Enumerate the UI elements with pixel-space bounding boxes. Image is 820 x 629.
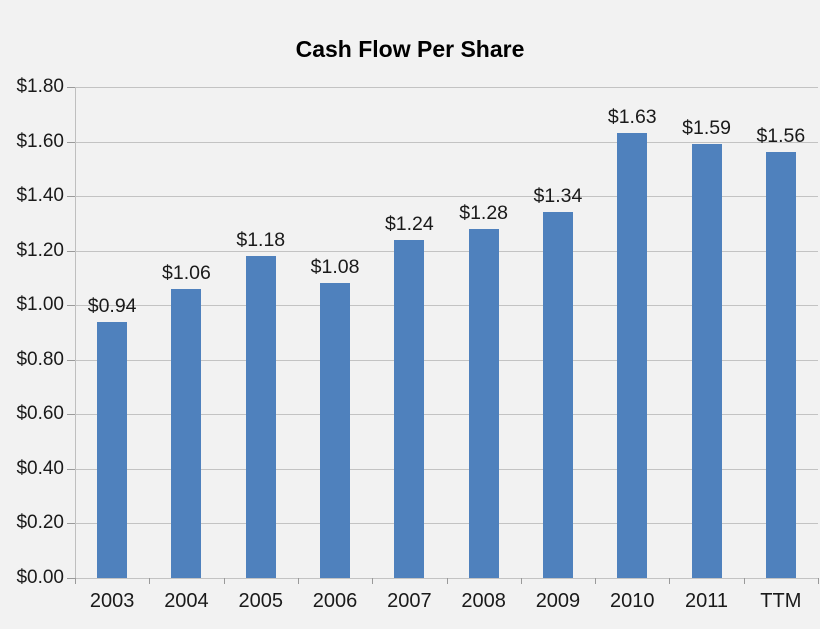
y-axis-label: $1.40: [16, 185, 64, 207]
y-axis-label: $0.20: [16, 512, 64, 534]
x-axis-label-2007: 2007: [387, 590, 432, 612]
bar-TTM: [765, 152, 796, 578]
bar-2004: [171, 288, 202, 578]
y-axis-tick: [67, 523, 75, 525]
y-axis-tick: [67, 414, 75, 416]
bar-value-label-2003: $0.94: [87, 294, 137, 317]
x-axis-tick: [223, 578, 225, 584]
gridline-$0.60: [75, 414, 818, 416]
bar-2010: [617, 133, 648, 578]
y-axis-tick: [67, 196, 75, 198]
bar-value-label-2008: $1.28: [459, 201, 509, 224]
x-axis-tick: [149, 578, 151, 584]
bar-2005: [245, 256, 276, 578]
y-axis-tick: [67, 468, 75, 470]
x-axis-tick: [520, 578, 522, 584]
y-axis-label: $1.20: [16, 239, 64, 261]
y-axis-tick: [67, 578, 75, 579]
y-axis-tick: [67, 305, 75, 307]
bar-value-label-2007: $1.24: [384, 212, 434, 235]
bar-2011: [691, 144, 722, 578]
gridline-$1.40: [75, 196, 818, 198]
x-axis-tick: [297, 578, 299, 584]
y-axis-tick: [67, 359, 75, 361]
x-axis-tick: [669, 578, 671, 584]
x-axis-label-2005: 2005: [238, 590, 284, 612]
y-axis-tick: [67, 141, 75, 143]
gridline-$1.00: [75, 305, 818, 307]
chart-title: Cash Flow Per Share: [295, 36, 525, 62]
y-axis-label: $0.80: [16, 348, 64, 370]
y-axis-label: $1.00: [16, 294, 64, 316]
y-axis-line: [75, 87, 76, 583]
bar-2007: [394, 239, 425, 578]
x-axis-tick: [595, 578, 597, 584]
bar-2009: [542, 212, 573, 578]
x-axis-tick: [743, 578, 745, 584]
bar-value-label-TTM: $1.56: [756, 125, 806, 148]
bar-2003: [97, 321, 128, 578]
plot-area: $0.94 $1.06 $1.18 $1.08 $1.24 $1.28 $1.34 $1.63…: [75, 87, 818, 579]
gridline-$1.20: [75, 250, 818, 252]
y-axis-tick: [67, 250, 75, 252]
x-axis-label-2004: 2004: [164, 590, 209, 612]
bar-value-label-2009: $1.34: [533, 185, 583, 208]
y-axis-label: $1.60: [16, 130, 64, 152]
x-axis-tick: [818, 578, 819, 584]
y-axis-label: $0.40: [16, 457, 64, 479]
x-axis-tick: [75, 578, 76, 584]
y-axis-label: $0.00: [16, 567, 64, 588]
x-axis-label-2003: 2003: [89, 590, 135, 612]
bar-2006: [320, 283, 351, 578]
x-axis-tick: [446, 578, 448, 584]
bar-value-label-2010: $1.63: [607, 106, 657, 129]
x-axis-label-2006: 2006: [312, 590, 358, 612]
bar-value-label-2004: $1.06: [162, 261, 211, 284]
bar-value-label-2006: $1.08: [310, 256, 360, 279]
gridline-$1.80: [75, 87, 818, 88]
gridline-$0.20: [75, 523, 818, 525]
x-axis-label-2011: 2011: [685, 590, 729, 612]
gridline-$0.80: [75, 359, 818, 361]
bar-value-label-2005: $1.18: [236, 229, 286, 252]
gridline-$0.40: [75, 468, 818, 470]
y-axis-label: $1.80: [16, 76, 64, 97]
x-axis-label-TTM: TTM: [760, 590, 802, 612]
x-axis-label-2010: 2010: [610, 590, 655, 612]
x-axis-label-2008: 2008: [461, 590, 506, 612]
y-axis-label: $0.60: [16, 403, 64, 425]
x-axis-label-2009: 2009: [535, 590, 581, 612]
bar-value-label-2011: $1.59: [682, 117, 731, 140]
gridline-$1.60: [75, 141, 818, 143]
y-axis-tick: [67, 87, 75, 88]
x-axis-tick: [372, 578, 374, 584]
bar-2008: [468, 228, 499, 578]
